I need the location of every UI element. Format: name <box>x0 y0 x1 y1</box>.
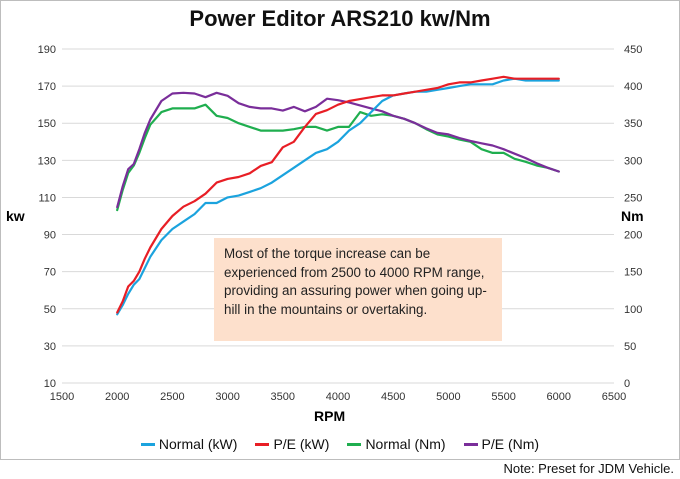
y-left-tick-label-0: 10 <box>44 378 56 390</box>
y-left-tick-label-6: 130 <box>38 155 56 167</box>
legend-swatch-normal-kw <box>140 442 155 446</box>
chart-title: Power Editor ARS210 kw/Nm <box>189 6 491 31</box>
y-left-tick-label-9: 190 <box>38 44 56 56</box>
x-axis-title: RPM <box>314 408 346 424</box>
x-tick-label-4: 3500 <box>271 391 295 403</box>
x-tick-label-10: 6500 <box>602 391 626 403</box>
x-tick-label-2: 2500 <box>160 391 184 403</box>
y-right-tick-label-8: 400 <box>624 81 642 93</box>
series-line-normal-kw <box>116 77 560 316</box>
legend-item-pe-kw: P/E (kW) <box>255 436 329 452</box>
y-right-tick-label-2: 100 <box>624 304 642 316</box>
y-right-tick-label-7: 350 <box>624 118 642 130</box>
series-line-normal-nm <box>116 103 560 212</box>
series-line-pe-kw <box>116 75 560 314</box>
x-tick-label-8: 5500 <box>491 391 515 403</box>
legend-item-normal-kw: Normal (kW) <box>140 436 238 452</box>
x-tick-label-7: 5000 <box>436 391 460 403</box>
x-tick-label-6: 4500 <box>381 391 405 403</box>
y-left-tick-label-4: 90 <box>44 230 56 242</box>
annotation-text: Most of the torque increase can be exper… <box>224 246 487 317</box>
y-left-tick-label-5: 110 <box>38 192 56 204</box>
legend: Normal (kW) P/E (kW) Normal (Nm) P/E (Nm… <box>0 436 680 452</box>
y-axis-right-title: Nm <box>621 208 644 224</box>
legend-label-normal-kw: Normal (kW) <box>158 436 238 452</box>
y-left-tick-label-3: 70 <box>44 267 56 279</box>
legend-label-pe-kw: P/E (kW) <box>273 436 330 452</box>
y-right-tick-label-0: 0 <box>624 378 630 390</box>
legend-swatch-pe-nm <box>463 442 478 446</box>
x-tick-label-0: 1500 <box>50 391 74 403</box>
y-left-tick-label-1: 30 <box>44 341 56 353</box>
legend-item-pe-nm: P/E (Nm) <box>463 436 540 452</box>
y-left-tick-label-7: 150 <box>38 118 56 130</box>
y-right-tick-label-6: 300 <box>624 155 642 167</box>
legend-item-normal-nm: Normal (Nm) <box>347 436 446 452</box>
legend-swatch-normal-nm <box>347 442 362 446</box>
annotation-box: Most of the torque increase can be exper… <box>214 238 502 341</box>
legend-label-pe-nm: P/E (Nm) <box>481 436 540 452</box>
y-left-tick-label-2: 50 <box>44 304 56 316</box>
x-tick-label-5: 4000 <box>326 391 350 403</box>
y-axis-left-title: kw <box>6 208 25 224</box>
y-right-tick-label-3: 150 <box>624 267 642 279</box>
legend-swatch-pe-kw <box>255 442 270 446</box>
x-tick-label-9: 6000 <box>547 391 571 403</box>
x-tick-label-1: 2000 <box>105 391 129 403</box>
x-tick-label-3: 3000 <box>215 391 239 403</box>
y-right-tick-label-9: 450 <box>624 44 642 56</box>
y-right-tick-label-5: 250 <box>624 192 642 204</box>
legend-label-normal-nm: Normal (Nm) <box>365 436 446 452</box>
series-line-pe-nm <box>116 91 560 209</box>
footnote: Note: Preset for JDM Vehicle. <box>503 461 674 476</box>
y-right-tick-label-4: 200 <box>624 230 642 242</box>
y-left-tick-label-8: 170 <box>38 81 56 93</box>
y-right-tick-label-1: 50 <box>624 341 636 353</box>
